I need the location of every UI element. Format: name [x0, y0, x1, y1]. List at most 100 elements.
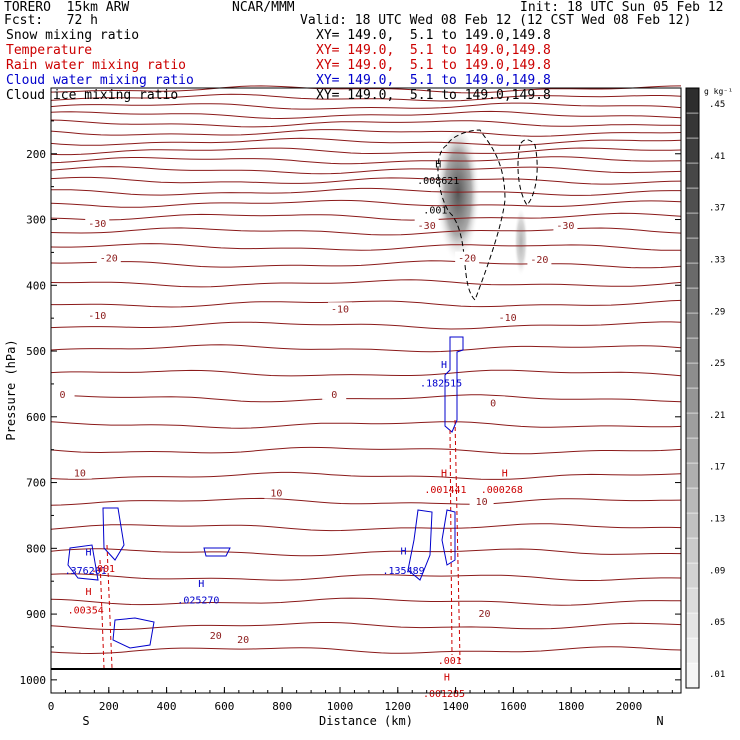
x-tick-label: 800: [272, 700, 292, 713]
isotherm-line: [50, 421, 682, 429]
x-tick-label: 1000: [327, 700, 354, 713]
isotherm-label-bg: [472, 606, 497, 619]
isotherm-line: [50, 137, 682, 146]
isotherm-label-bg: [469, 494, 494, 507]
cloud-water-contour-upper: [444, 336, 464, 433]
isotherm-label: 0: [60, 390, 66, 401]
isotherm-line: [50, 548, 682, 557]
isotherm-line: [50, 573, 682, 581]
isotherm-label: 20: [237, 635, 249, 646]
isotherm-label-bg: [85, 216, 110, 229]
cloud-water-contour-low-2: [102, 507, 125, 561]
colorbar-segment: [685, 237, 700, 264]
cloud-water-contour-mid-2: [441, 509, 456, 566]
field-rain: Rain water mixing ratio: [6, 58, 187, 73]
colorbar-segment: [685, 587, 700, 614]
y-tick-label: 200: [26, 148, 46, 161]
maximum-value-label: .001285: [423, 689, 465, 700]
colorbar-label: .25: [709, 359, 725, 369]
colorbar: .01 .05 .09 .13 .17 .21 .25 .29 .33 .37 .41 .45 g kg…: [685, 87, 733, 689]
x-tick-label: 200: [99, 700, 119, 713]
isotherm-label: -30: [418, 221, 436, 232]
isotherm-label: -30: [88, 219, 106, 230]
xsec-rain: XY= 149.0, 5.1 to 149.0,149.8: [316, 58, 551, 73]
isotherm-label-bg: [96, 251, 121, 264]
field-cloud-ice: Cloud ice mixing ratio: [6, 88, 179, 103]
colorbar-segment: [685, 637, 700, 664]
max-marker-h: H: [86, 548, 92, 559]
colorbar-segment: [685, 562, 700, 589]
valid-time: Valid: 18 UTC Wed 08 Feb 12 (12 CST Wed …: [300, 13, 692, 28]
colorbar-segment: [685, 412, 700, 439]
isotherm-label: -20: [458, 254, 476, 265]
colorbar-segment: [685, 212, 700, 239]
max-marker-h: H: [502, 469, 508, 480]
colorbar-segment: [685, 87, 700, 114]
isotherm-label: -20: [530, 255, 548, 266]
max-marker-h: H: [444, 673, 450, 684]
isotherm-line: [50, 129, 682, 137]
colorbar-segment: [685, 612, 700, 639]
colorbar-segment: [685, 537, 700, 564]
maximum-value-label: .008621: [417, 176, 459, 187]
isotherm-line: [51, 299, 682, 308]
isotherm-label-bg: [50, 387, 75, 400]
x-tick-label: 1600: [500, 700, 527, 713]
colorbar-segment: [685, 112, 700, 139]
colorbar-frame: [685, 87, 700, 689]
isotherm-label-bg: [495, 310, 520, 323]
isotherm-label: 10: [74, 469, 86, 480]
y-tick-label: 700: [26, 477, 46, 490]
center-label: NCAR/MMM: [232, 0, 295, 15]
colorbar-label: .09: [709, 566, 725, 576]
isotherm-label-bg: [414, 218, 439, 231]
colorbar-label: .21: [709, 411, 725, 421]
isotherm-label-bg: [85, 308, 110, 321]
xsec-cloud-ice: XY= 149.0, 5.1 to 149.0,149.8: [316, 88, 551, 103]
isotherm-label: 10: [476, 497, 488, 508]
xsec-temperature: XY= 149.0, 5.1 to 149.0,149.8: [316, 43, 551, 58]
colorbar-segment: [685, 312, 700, 339]
colorbar-label: .33: [709, 255, 725, 265]
y-tick-label: 400: [26, 279, 46, 292]
isotherm-label: -20: [100, 254, 118, 265]
colorbar-segment: [685, 187, 700, 214]
cloud-water-contour-low-3: [112, 617, 155, 649]
x-tick-label: 1200: [385, 700, 412, 713]
isotherm-line: [50, 156, 682, 165]
x-tick-label: 0: [48, 700, 55, 713]
isotherm-line: [50, 166, 682, 175]
isotherm-line: [50, 622, 682, 630]
colorbar-label: .17: [709, 463, 725, 473]
y-tick-label: 600: [26, 411, 46, 424]
forecast-hour: Fcst: 72 h: [4, 13, 98, 28]
isotherm-label: -30: [556, 221, 574, 232]
isotherm-line: [50, 597, 682, 606]
rain-contour-2: [449, 429, 453, 656]
isotherm-label-bg: [67, 466, 92, 479]
init-label: Init: 18 UTC Sun 05 Feb 12: [520, 0, 724, 15]
isotherm-line: [50, 243, 682, 251]
colorbar-segment: [685, 662, 700, 689]
max-marker-h: H: [198, 579, 204, 590]
field-snow: Snow mixing ratio: [6, 28, 140, 43]
colorbar-segment: [685, 512, 700, 539]
isotherm-label-bg: [327, 302, 352, 315]
colorbar-segment: [685, 487, 700, 514]
maximum-value-label: .135489: [382, 566, 424, 577]
isotherm-line: [50, 187, 681, 196]
isotherm-line: [50, 471, 682, 480]
isotherm-line: [50, 85, 682, 94]
colorbar-label: .45: [709, 100, 725, 110]
isotherm-label: 0: [331, 390, 337, 401]
max-marker-h: H: [441, 360, 447, 371]
maximum-value-label: .00354: [68, 605, 104, 616]
y-tick-label: 1000: [20, 674, 47, 687]
cloud-water-contour-low-1: [67, 544, 99, 581]
x-tick-label: 2000: [616, 700, 643, 713]
isotherm-label-bg: [231, 633, 256, 646]
isotherm-line: [50, 646, 682, 655]
temperature-contours: [50, 85, 682, 655]
colorbar-label: .13: [709, 515, 725, 525]
isotherm-line: [50, 147, 682, 156]
